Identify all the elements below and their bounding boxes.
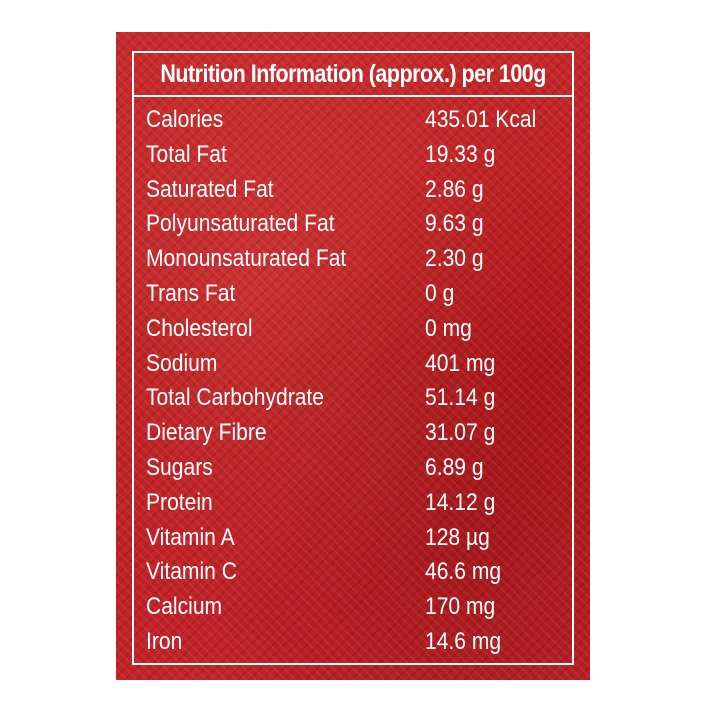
nutrient-amount: 0 mg [425, 314, 472, 342]
nutrition-title: Nutrition Information (approx.) per 100g [160, 59, 546, 88]
nutrient-amount: 2.30 g [425, 245, 484, 273]
nutrient-row-sodium: Sodium 401 mg [134, 347, 572, 382]
nutrient-name: Dietary Fibre [146, 419, 267, 447]
nutrient-amount: 19.33 g [425, 140, 496, 168]
nutrient-row-protein: Protein 14.12 g [134, 486, 572, 521]
nutrition-rows: Calories 435.01 Kcal Total Fat 19.33 g S… [134, 103, 572, 660]
nutrient-name: Saturated Fat [146, 175, 274, 203]
nutrient-row-total-carbohydrate: Total Carbohydrate 51.14 g [134, 381, 572, 416]
nutrient-amount: 51.14 g [425, 384, 496, 412]
nutrient-name: Iron [146, 627, 183, 655]
nutrient-amount: 14.12 g [425, 488, 496, 516]
nutrient-row-sugars: Sugars 6.89 g [134, 451, 572, 486]
nutrient-row-calcium: Calcium 170 mg [134, 590, 572, 625]
nutrient-name: Monounsaturated Fat [146, 245, 347, 273]
nutrient-amount: 128 µg [425, 523, 490, 551]
nutrition-title-bar: Nutrition Information (approx.) per 100g [134, 53, 572, 97]
nutrient-name: Calcium [146, 593, 223, 621]
nutrient-row-saturated-fat: Saturated Fat 2.86 g [134, 173, 572, 208]
nutrient-name: Total Carbohydrate [146, 384, 325, 412]
nutrient-name: Sugars [146, 453, 213, 481]
nutrient-amount: 170 mg [425, 593, 496, 621]
nutrient-row-cholesterol: Cholesterol 0 mg [134, 312, 572, 347]
nutrient-name: Cholesterol [146, 314, 253, 342]
nutrient-amount: 435.01 Kcal [425, 106, 537, 133]
nutrient-row-iron: Iron 14.6 mg [134, 625, 572, 660]
nutrient-name: Total Fat [146, 140, 227, 168]
nutrient-row-monounsaturated-fat: Monounsaturated Fat 2.30 g [134, 242, 572, 277]
nutrient-row-vitamin-a: Vitamin A 128 µg [134, 521, 572, 556]
nutrient-name: Trans Fat [146, 279, 236, 307]
nutrient-row-calories: Calories 435.01 Kcal [134, 103, 572, 138]
nutrient-row-dietary-fibre: Dietary Fibre 31.07 g [134, 416, 572, 451]
nutrient-amount: 31.07 g [425, 419, 496, 447]
nutrient-amount: 14.6 mg [425, 627, 502, 655]
nutrient-name: Vitamin C [146, 558, 237, 586]
nutrient-row-total-fat: Total Fat 19.33 g [134, 138, 572, 173]
nutrient-amount: 2.86 g [425, 175, 484, 203]
nutrient-name: Sodium [146, 349, 218, 377]
nutrient-amount: 6.89 g [425, 453, 484, 481]
nutrient-name: Calories [146, 106, 224, 133]
nutrient-amount: 401 mg [425, 349, 496, 377]
nutrition-table-frame: Nutrition Information (approx.) per 100g… [132, 51, 574, 665]
nutrient-amount: 46.6 mg [425, 558, 502, 586]
nutrient-row-trans-fat: Trans Fat 0 g [134, 277, 572, 312]
nutrient-name: Polyunsaturated Fat [146, 210, 335, 238]
nutrient-row-vitamin-c: Vitamin C 46.6 mg [134, 555, 572, 590]
nutrient-row-polyunsaturated-fat: Polyunsaturated Fat 9.63 g [134, 207, 572, 242]
nutrient-amount: 0 g [425, 279, 455, 307]
nutrition-label-panel: Nutrition Information (approx.) per 100g… [116, 32, 590, 680]
nutrient-amount: 9.63 g [425, 210, 484, 238]
nutrient-name: Vitamin A [146, 523, 235, 551]
nutrient-name: Protein [146, 488, 213, 516]
